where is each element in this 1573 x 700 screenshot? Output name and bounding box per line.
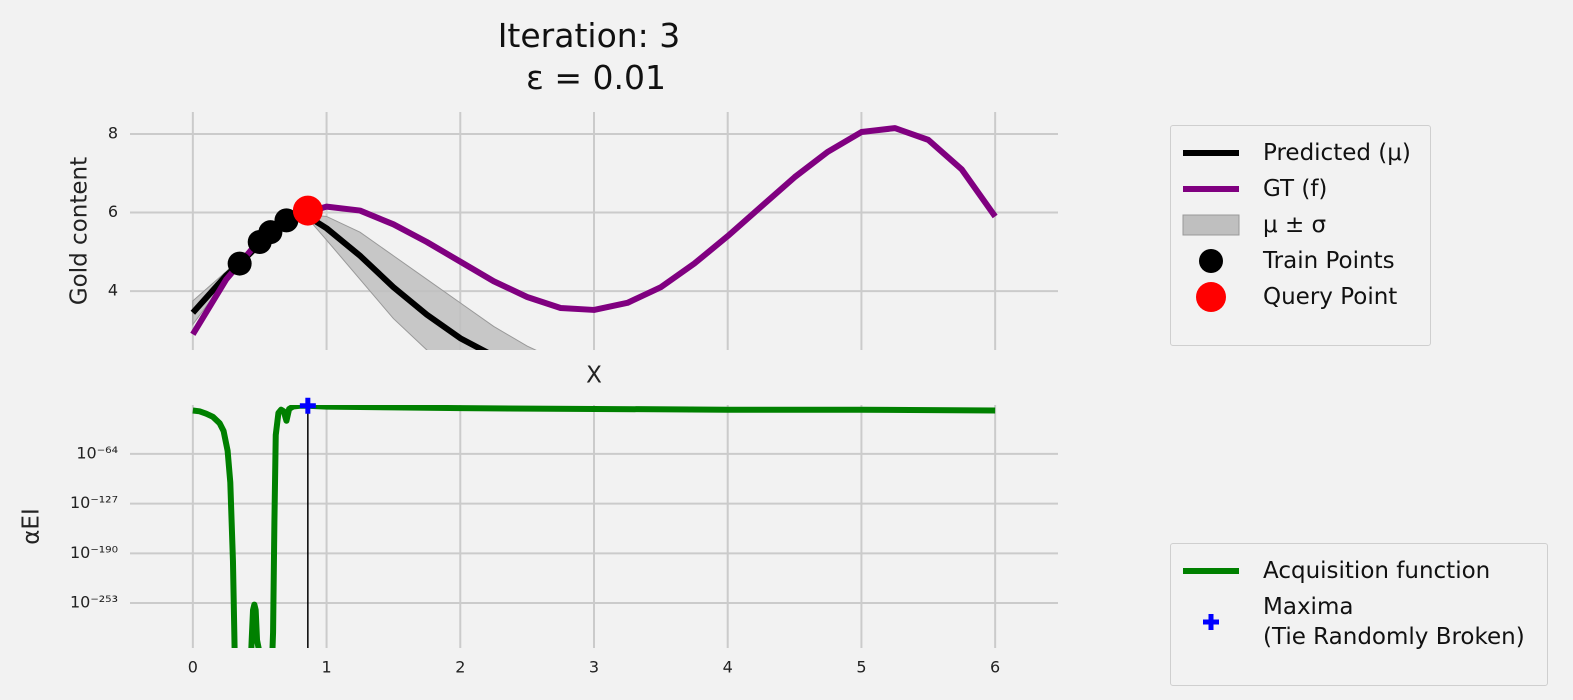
- legend-item: Maxima (Tie Randomly Broken): [1181, 592, 1537, 652]
- swatch-point: [1199, 249, 1223, 273]
- x-tick-label: 4: [723, 658, 733, 677]
- legend-item: Train Points: [1181, 246, 1420, 276]
- legend-label: Maxima (Tie Randomly Broken): [1263, 594, 1525, 650]
- point: [292, 195, 323, 226]
- y-tick-label: 6: [108, 202, 118, 221]
- y-tick-label: 10⁻¹²⁷: [70, 493, 118, 512]
- legend: Acquisition function Maxima (Tie Randomly…: [1170, 543, 1548, 686]
- axes: 0 1 2 3 4 5 6 10⁻⁶⁴ 10⁻¹²⁷ 10⁻¹⁹⁰ 10⁻²⁵³ αEI X: [19, 363, 1058, 677]
- legend-item: GT (f): [1181, 174, 1420, 204]
- plot-area: [190, 125, 998, 350]
- legend-label: Predicted (μ): [1263, 140, 1411, 166]
- legend-item: Query Point: [1181, 282, 1420, 312]
- swatch-band: [1182, 214, 1240, 236]
- point: [274, 208, 299, 233]
- chart-subtitle: ε = 0.01: [526, 58, 666, 97]
- y-tick-label: 10⁻²⁵³: [70, 593, 118, 612]
- legend-label: Train Points: [1263, 248, 1395, 274]
- legend-item: μ ± σ: [1181, 210, 1420, 240]
- legend-swatch: [1183, 186, 1239, 192]
- swatch-marker: [1203, 614, 1219, 630]
- line: [190, 125, 998, 336]
- legend-label: GT (f): [1263, 176, 1328, 202]
- y-tick-label: 4: [108, 281, 118, 300]
- x-tick-label: 5: [856, 658, 866, 677]
- line: [192, 405, 996, 648]
- point: [227, 251, 252, 276]
- x-tick-label: 0: [188, 658, 198, 677]
- y-tick-label: 10⁻¹⁹⁰: [70, 543, 118, 562]
- y-axis-label: αEI: [19, 508, 45, 544]
- legend-swatch: [1183, 568, 1239, 574]
- legend-swatch: [1182, 214, 1240, 236]
- marker: [299, 397, 316, 414]
- legend: Predicted (μ) GT (f) μ ± σ Train Points Quer…: [1170, 125, 1431, 346]
- x-tick-label: 2: [455, 658, 465, 677]
- legend-swatch: [1183, 150, 1239, 156]
- x-axis-label: X: [586, 363, 602, 389]
- legend-swatch: [1199, 249, 1223, 273]
- legend-label: Query Point: [1263, 284, 1398, 310]
- legend-label: Acquisition function: [1263, 558, 1491, 584]
- band: [192, 214, 537, 350]
- x-tick-label: 3: [589, 658, 599, 677]
- legend-item: Predicted (μ): [1181, 138, 1420, 168]
- legend-swatch: [1203, 614, 1219, 630]
- axes: 4 6 8 Gold content: [67, 112, 1058, 350]
- y-tick-label: 8: [108, 123, 118, 142]
- legend-item: Acquisition function: [1181, 556, 1537, 586]
- x-tick-label: 1: [321, 658, 331, 677]
- chart-title: Iteration: 3: [497, 16, 681, 55]
- swatch-point: [1196, 282, 1226, 312]
- plot-area: [192, 405, 996, 648]
- y-axis-label: Gold content: [67, 157, 93, 305]
- y-tick-label: 10⁻⁶⁴: [76, 443, 118, 462]
- x-tick-label: 6: [990, 658, 1000, 677]
- legend-label: μ ± σ: [1263, 212, 1327, 238]
- legend-swatch: [1196, 282, 1226, 312]
